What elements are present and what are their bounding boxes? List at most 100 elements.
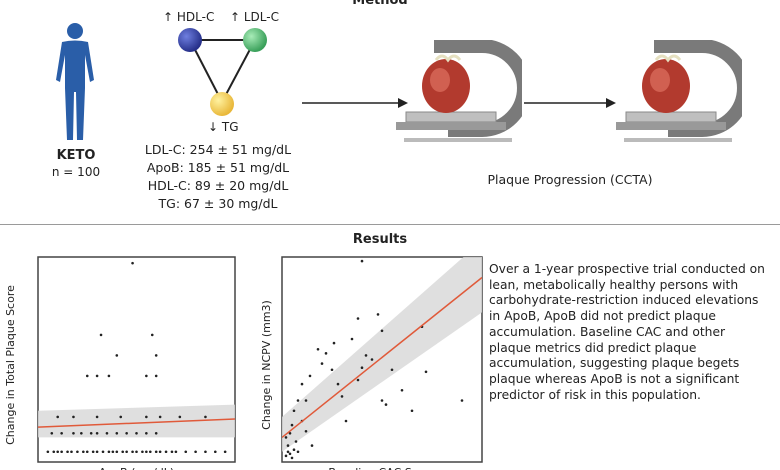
data-point xyxy=(288,432,292,435)
data-point xyxy=(141,450,144,454)
data-point xyxy=(164,450,168,454)
ncpv-chart: Change in NCPV (mm3) Baseline CAC Score xyxy=(260,256,483,470)
confidence-band xyxy=(38,404,235,438)
person-icon xyxy=(56,23,94,140)
data-point xyxy=(384,403,388,406)
data-point xyxy=(290,456,294,460)
data-point xyxy=(214,450,217,454)
data-point xyxy=(174,450,178,454)
data-point xyxy=(170,450,174,454)
data-point xyxy=(95,432,99,435)
hdl-label: ↑ HDL-C xyxy=(163,10,215,24)
data-point xyxy=(292,409,296,413)
data-point xyxy=(125,432,128,435)
data-point xyxy=(56,415,59,419)
lab-apob: ApoB: 185 ± 51 mg/dL xyxy=(146,160,290,175)
data-point xyxy=(72,415,75,419)
data-point xyxy=(89,432,93,435)
x-axis-label: ApoB (mg/dL) xyxy=(99,466,174,470)
data-point xyxy=(145,450,148,454)
data-point xyxy=(344,419,348,423)
cohort-label: KETO xyxy=(56,148,96,163)
data-point xyxy=(154,354,158,357)
lab-ldl: LDL-C: 254 ± 51 mg/dL xyxy=(144,142,292,157)
data-point xyxy=(85,450,89,454)
data-point xyxy=(158,415,162,419)
data-point xyxy=(56,450,59,454)
data-point xyxy=(316,347,320,351)
data-point xyxy=(380,399,384,402)
data-point xyxy=(288,452,292,456)
data-point xyxy=(332,341,336,345)
data-point xyxy=(82,450,85,454)
data-point xyxy=(370,358,374,361)
method-title: Method xyxy=(352,0,408,8)
data-point xyxy=(121,450,125,454)
data-point xyxy=(111,450,115,454)
data-point xyxy=(360,259,364,263)
data-point xyxy=(376,313,380,316)
plot-area xyxy=(38,261,235,454)
data-point xyxy=(95,374,99,378)
data-point xyxy=(178,415,182,419)
data-point xyxy=(145,415,148,419)
ct-scanner-heart-icon xyxy=(616,40,742,142)
data-point xyxy=(304,429,308,433)
ldl-node xyxy=(243,28,267,52)
data-point xyxy=(95,450,99,454)
lab-hdl: HDL-C: 89 ± 20 mg/dL xyxy=(147,178,289,193)
section-divider xyxy=(0,224,780,225)
data-point xyxy=(294,440,298,443)
data-point xyxy=(300,382,304,386)
data-point xyxy=(286,450,290,454)
regression-line xyxy=(38,418,235,428)
data-point xyxy=(145,374,148,378)
data-point xyxy=(72,432,75,435)
data-point xyxy=(115,432,119,435)
data-point xyxy=(135,432,138,435)
data-point xyxy=(105,432,109,435)
data-point xyxy=(158,450,162,454)
data-point xyxy=(145,432,148,435)
plaque-score-chart: Change in Total Plaque Score ApoB (mg/dL) xyxy=(4,256,236,470)
data-point xyxy=(350,337,354,341)
cohort-size: n = 100 xyxy=(51,165,101,179)
data-point xyxy=(50,432,54,435)
data-point xyxy=(119,415,123,419)
data-point xyxy=(46,450,50,454)
data-point xyxy=(95,415,99,419)
data-point xyxy=(107,374,111,378)
lab-values: LDL-C: 254 ± 51 mg/dL ApoB: 185 ± 51 mg/… xyxy=(138,141,298,213)
lipid-triangle xyxy=(178,28,267,116)
data-point xyxy=(85,374,89,378)
data-point xyxy=(76,450,79,454)
ldl-label: ↑ LDL-C xyxy=(230,10,279,24)
data-point xyxy=(135,450,138,454)
data-point xyxy=(60,432,63,435)
arrow-icon xyxy=(302,98,408,108)
ct-scanner-heart-icon xyxy=(396,40,522,142)
data-point xyxy=(101,450,105,454)
data-point xyxy=(380,329,384,333)
data-point xyxy=(131,261,134,265)
data-point xyxy=(360,366,364,369)
data-point xyxy=(400,388,404,392)
data-point xyxy=(336,382,340,386)
data-point xyxy=(296,399,300,402)
data-point xyxy=(284,454,288,458)
data-point xyxy=(115,354,119,357)
data-point xyxy=(356,378,360,382)
data-point xyxy=(460,399,464,402)
data-point xyxy=(154,374,158,378)
data-point xyxy=(204,450,207,454)
data-point xyxy=(99,333,103,337)
data-point xyxy=(184,450,188,454)
data-point xyxy=(115,450,119,454)
data-point xyxy=(320,362,324,365)
data-point xyxy=(424,370,428,374)
data-point xyxy=(286,444,290,447)
plot-area xyxy=(282,257,482,460)
data-point xyxy=(150,333,154,337)
data-point xyxy=(107,450,111,454)
data-point xyxy=(330,368,334,372)
